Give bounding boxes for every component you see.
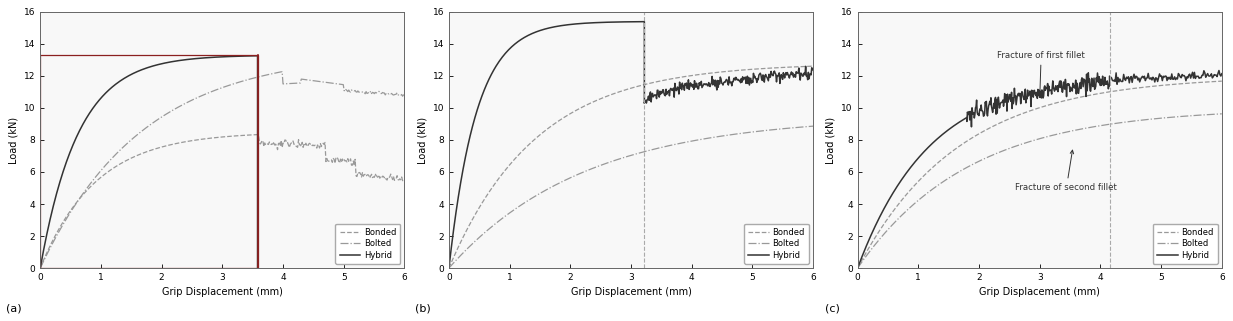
Legend: Bonded, Bolted, Hybrid: Bonded, Bolted, Hybrid bbox=[743, 223, 809, 264]
Text: (c): (c) bbox=[825, 304, 840, 314]
X-axis label: Grip Displacement (mm): Grip Displacement (mm) bbox=[162, 288, 282, 298]
Text: Fracture of first fillet: Fracture of first fillet bbox=[997, 51, 1085, 95]
Legend: Bonded, Bolted, Hybrid: Bonded, Bolted, Hybrid bbox=[1153, 223, 1218, 264]
Text: (a): (a) bbox=[6, 304, 22, 314]
Y-axis label: Load (kN): Load (kN) bbox=[9, 117, 18, 163]
X-axis label: Grip Displacement (mm): Grip Displacement (mm) bbox=[571, 288, 692, 298]
Text: (b): (b) bbox=[416, 304, 430, 314]
Y-axis label: Load (kN): Load (kN) bbox=[826, 117, 836, 163]
X-axis label: Grip Displacement (mm): Grip Displacement (mm) bbox=[979, 288, 1100, 298]
Text: Fracture of second fillet: Fracture of second fillet bbox=[1016, 150, 1117, 193]
Y-axis label: Load (kN): Load (kN) bbox=[417, 117, 427, 163]
Legend: Bonded, Bolted, Hybrid: Bonded, Bolted, Hybrid bbox=[335, 223, 401, 264]
